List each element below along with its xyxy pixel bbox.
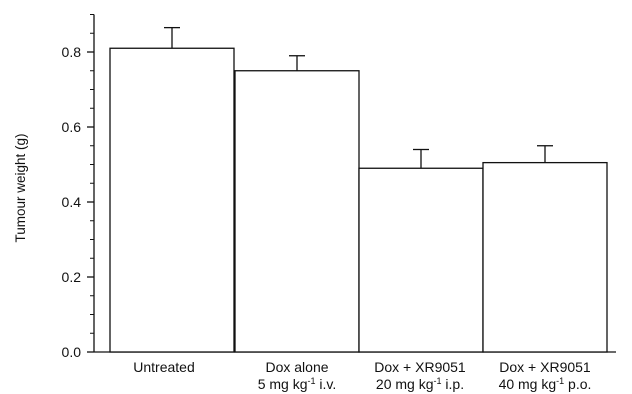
bar [358, 167, 484, 353]
x-tick-sublabel: 40 mg kg-1 p.o. [499, 376, 592, 392]
route-text: p.o. [564, 376, 591, 392]
x-tick-sublabel: 20 mg kg-1 i.p. [376, 376, 464, 392]
bar [482, 161, 608, 353]
dose-superscript: -1 [434, 376, 442, 386]
y-tick-label: 0.6 [62, 119, 82, 135]
route-text: i.v. [316, 376, 337, 392]
dose-superscript: -1 [308, 376, 316, 386]
y-axis-label: Tumour weight (g) [13, 133, 28, 242]
route-text: i.p. [442, 376, 465, 392]
x-tick-label: Dox + XR9051 [374, 359, 466, 375]
dose-text: 20 mg kg [376, 376, 434, 392]
bar [109, 47, 235, 353]
bar [234, 70, 360, 353]
y-axis: 0.0 0.2 0.4 0.6 0.8 [62, 14, 95, 360]
dose-superscript: -1 [556, 376, 564, 386]
dose-text: 40 mg kg [499, 376, 557, 392]
x-tick-label: Dox alone [265, 359, 328, 375]
y-tick-label: 0.0 [62, 344, 82, 360]
x-tick-label: Untreated [133, 359, 194, 375]
x-tick-label: Dox + XR9051 [499, 359, 591, 375]
error-bars [164, 26, 553, 169]
x-tick-sublabel: 5 mg kg-1 i.v. [258, 376, 337, 392]
dose-text: 5 mg kg [258, 376, 308, 392]
y-tick-label: 0.8 [62, 44, 82, 60]
y-tick-label: 0.2 [62, 269, 82, 285]
bars [109, 47, 608, 353]
y-tick-label: 0.4 [62, 194, 82, 210]
